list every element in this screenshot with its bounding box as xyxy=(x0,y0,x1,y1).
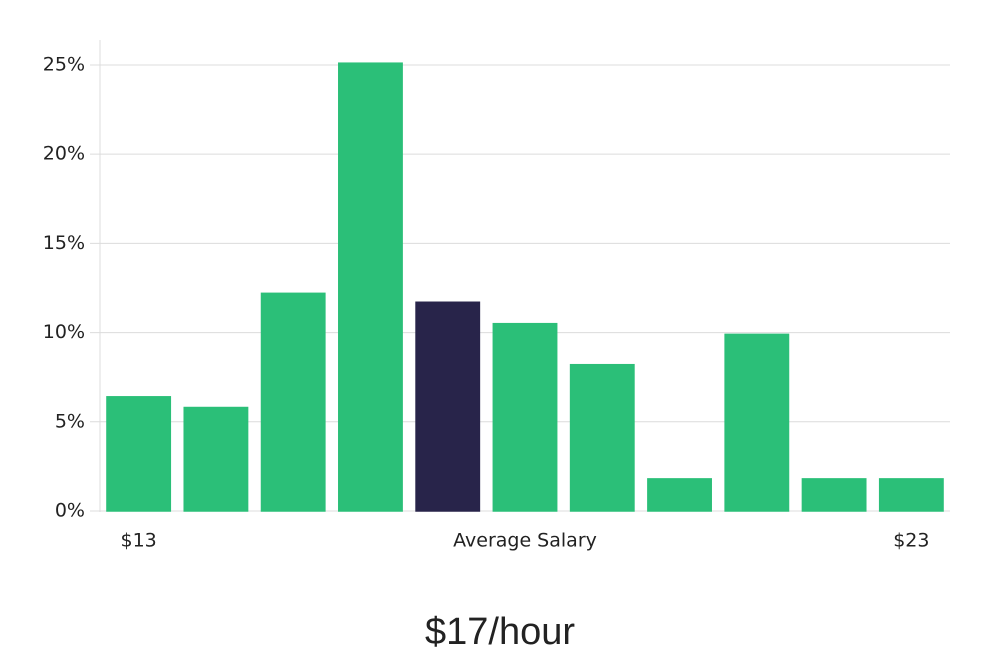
y-tick-label: 0% xyxy=(55,500,85,522)
x-tick-label: $13 xyxy=(121,530,157,552)
y-tick-label: 5% xyxy=(55,410,85,432)
annotation: Average Salary xyxy=(453,530,597,552)
bar xyxy=(415,301,481,512)
bar xyxy=(569,363,635,512)
bar xyxy=(878,478,944,512)
y-tick-label: 15% xyxy=(43,232,85,254)
bar xyxy=(106,396,172,512)
bar xyxy=(647,478,712,512)
bar xyxy=(260,292,326,512)
bar xyxy=(492,322,558,512)
headline: $17/hour xyxy=(425,611,575,653)
bar xyxy=(801,478,867,512)
y-tick-label: 20% xyxy=(43,143,85,165)
bar xyxy=(183,406,249,512)
y-tick-label: 10% xyxy=(43,321,85,343)
bar xyxy=(724,333,790,512)
x-tick-label: $23 xyxy=(893,530,929,552)
y-tick-label: 25% xyxy=(43,53,85,75)
bar xyxy=(338,62,403,512)
